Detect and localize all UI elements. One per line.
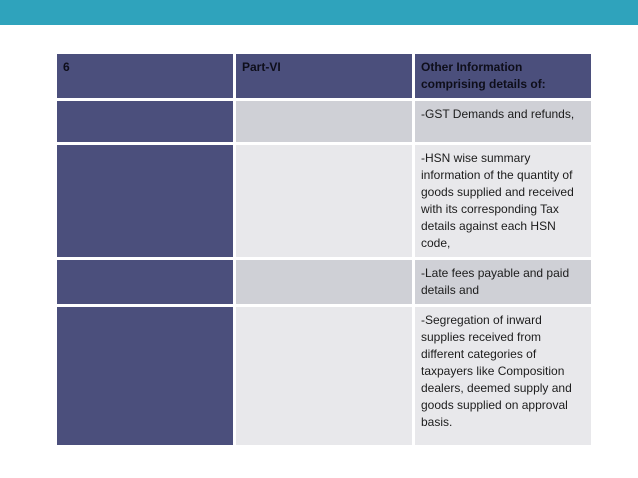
- detail-cell: -GST Demands and refunds,: [415, 101, 591, 142]
- serial-cell: [57, 145, 233, 257]
- part-cell: [236, 260, 412, 304]
- header-cell-part: Part-VI: [236, 54, 412, 98]
- part-cell: [236, 145, 412, 257]
- table-row-segregation: -Segregation of inward supplies received…: [57, 307, 591, 445]
- table-row-hsn-summary: -HSN wise summary information of the qua…: [57, 145, 591, 257]
- top-accent-bar: [0, 0, 638, 25]
- table-row-late-fees: -Late fees payable and paid details and: [57, 260, 591, 304]
- header-cell-serial: 6: [57, 54, 233, 98]
- detail-cell: -HSN wise summary information of the qua…: [415, 145, 591, 257]
- part-vi-info-table: 6 Part-VI Other Information comprising d…: [54, 51, 594, 448]
- serial-cell: [57, 307, 233, 445]
- serial-cell: [57, 101, 233, 142]
- detail-cell: -Segregation of inward supplies received…: [415, 307, 591, 445]
- detail-cell: -Late fees payable and paid details and: [415, 260, 591, 304]
- part-cell: [236, 101, 412, 142]
- part-cell: [236, 307, 412, 445]
- header-cell-description: Other Information comprising details of:: [415, 54, 591, 98]
- serial-cell: [57, 260, 233, 304]
- table-row-gst-demands: -GST Demands and refunds,: [57, 101, 591, 142]
- table-header-row: 6 Part-VI Other Information comprising d…: [57, 54, 591, 98]
